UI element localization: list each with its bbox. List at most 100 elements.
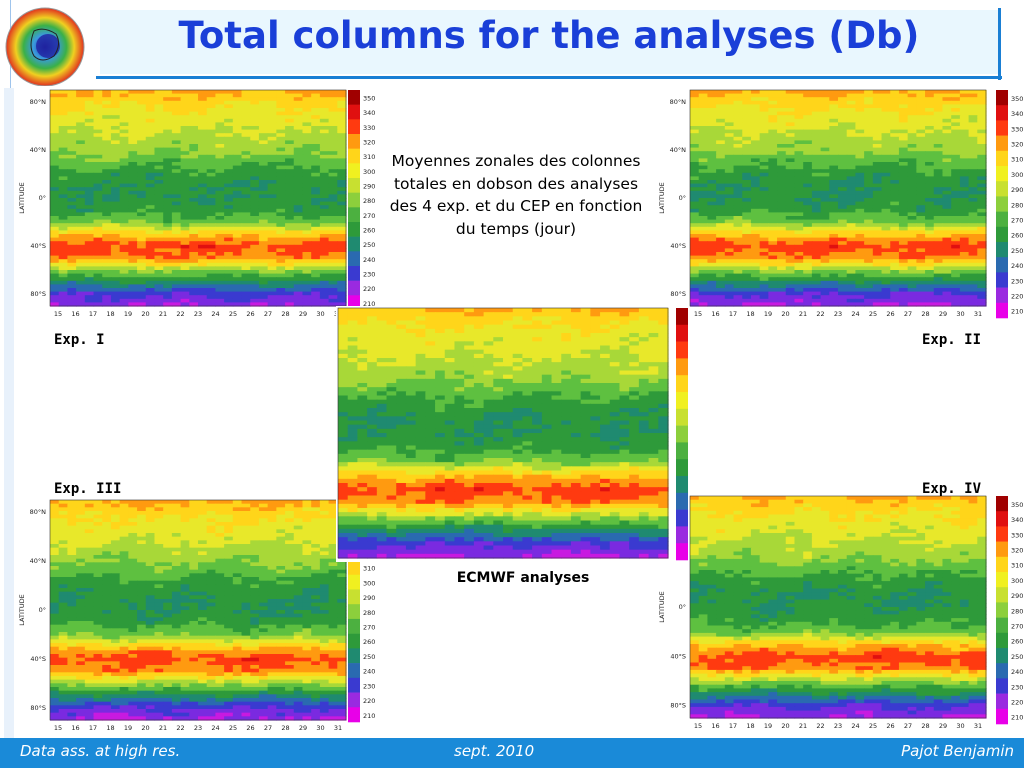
heatmap-cell [58, 262, 69, 267]
heatmap-cell [110, 90, 121, 95]
heatmap-cell [171, 180, 182, 185]
heatmap-cell [128, 511, 138, 516]
heatmap-cell [102, 288, 112, 293]
heatmap-cell [215, 273, 225, 278]
heatmap-cell [881, 244, 891, 249]
heatmap-cell [215, 93, 225, 98]
heatmap-cell [759, 194, 769, 199]
heatmap-cell [241, 97, 251, 102]
heatmap-cell [803, 118, 813, 123]
heatmap-cell [933, 187, 944, 192]
heatmap-cell [846, 230, 857, 235]
heatmap-cell [224, 244, 234, 249]
heatmap-cell [328, 270, 338, 275]
heatmap-cell [145, 262, 156, 267]
heatmap-cell [925, 190, 935, 195]
heatmap-cell [137, 183, 147, 188]
heatmap-cell [232, 577, 243, 582]
heatmap-cell [311, 266, 321, 271]
heatmap-cell [872, 118, 883, 123]
heatmap-cell [215, 136, 225, 141]
heatmap-cell [293, 288, 304, 293]
heatmap-cell [198, 216, 208, 221]
heatmap-cell [206, 93, 217, 98]
heatmap-cell [137, 580, 147, 585]
heatmap-cell [224, 277, 234, 282]
heatmap-cell [171, 277, 182, 282]
x-tick-label: 15 [694, 310, 702, 318]
heatmap-cell [67, 518, 77, 523]
heatmap-cell [319, 90, 330, 95]
heatmap-cell [742, 122, 752, 127]
heatmap-cell [76, 551, 86, 556]
heatmap-cell [180, 115, 190, 120]
heatmap-cell [916, 140, 926, 145]
heatmap-cell [838, 284, 848, 289]
heatmap-cell [232, 569, 243, 574]
heatmap-cell [846, 216, 857, 221]
heatmap-cell [189, 111, 199, 116]
heatmap-cell [119, 248, 129, 253]
heatmap-cell [846, 154, 857, 159]
heatmap-cell [267, 118, 277, 123]
heatmap-cell [855, 190, 865, 195]
heatmap-cell [93, 547, 103, 552]
heatmap-cell [241, 259, 251, 264]
heatmap-cell [803, 140, 813, 145]
heatmap-cell [311, 544, 321, 549]
heatmap-cell [977, 129, 987, 134]
heatmap-cell [250, 544, 260, 549]
heatmap-cell [215, 500, 225, 505]
heatmap-cell [267, 284, 277, 289]
heatmap-cell [977, 252, 987, 257]
heatmap-cell [145, 115, 156, 120]
heatmap-cell [224, 558, 234, 563]
heatmap-cell [768, 140, 778, 145]
heatmap-cell [933, 100, 944, 105]
heatmap-cell [690, 147, 700, 152]
heatmap-cell [171, 566, 182, 571]
heatmap-cell [58, 212, 69, 217]
heatmap-cell [293, 241, 304, 246]
heatmap-cell [154, 522, 164, 527]
heatmap-cell [328, 551, 338, 556]
heatmap-cell [128, 544, 138, 549]
heatmap-cell [58, 255, 69, 260]
heatmap-cell [942, 115, 952, 120]
heatmap-cell [215, 212, 225, 217]
heatmap-cell [838, 194, 848, 199]
heatmap-cell [285, 536, 295, 541]
heatmap-cell [942, 298, 952, 303]
heatmap-cell [285, 115, 295, 120]
heatmap-cell [145, 190, 156, 195]
heatmap-cell [250, 158, 260, 163]
heatmap-cell [951, 129, 961, 134]
heatmap-cell [145, 511, 156, 516]
heatmap-cell [916, 205, 926, 210]
heatmap-cell [829, 154, 839, 159]
heatmap-cell [838, 172, 848, 177]
heatmap-cell [189, 255, 199, 260]
heatmap-cell [785, 108, 796, 113]
heatmap-cell [898, 219, 909, 224]
heatmap-cell [154, 198, 164, 203]
heatmap-cell [968, 198, 978, 203]
heatmap-cell [916, 115, 926, 120]
heatmap-cell [180, 223, 190, 228]
heatmap-cell [759, 244, 769, 249]
heatmap-cell [258, 551, 269, 556]
heatmap-cell [145, 533, 156, 538]
heatmap-cell [328, 216, 338, 221]
heatmap-cell [137, 115, 147, 120]
heatmap-cell [881, 97, 891, 102]
heatmap-cell [785, 277, 796, 282]
heatmap-cell [241, 507, 251, 512]
heatmap-cell [898, 201, 909, 206]
heatmap-cell [50, 529, 60, 534]
heatmap-cell [846, 172, 857, 177]
heatmap-cell [50, 140, 60, 145]
x-tick-label: 27 [904, 310, 912, 318]
heatmap-cell [881, 183, 891, 188]
heatmap-cell [215, 558, 225, 563]
heatmap-cell [232, 133, 243, 138]
